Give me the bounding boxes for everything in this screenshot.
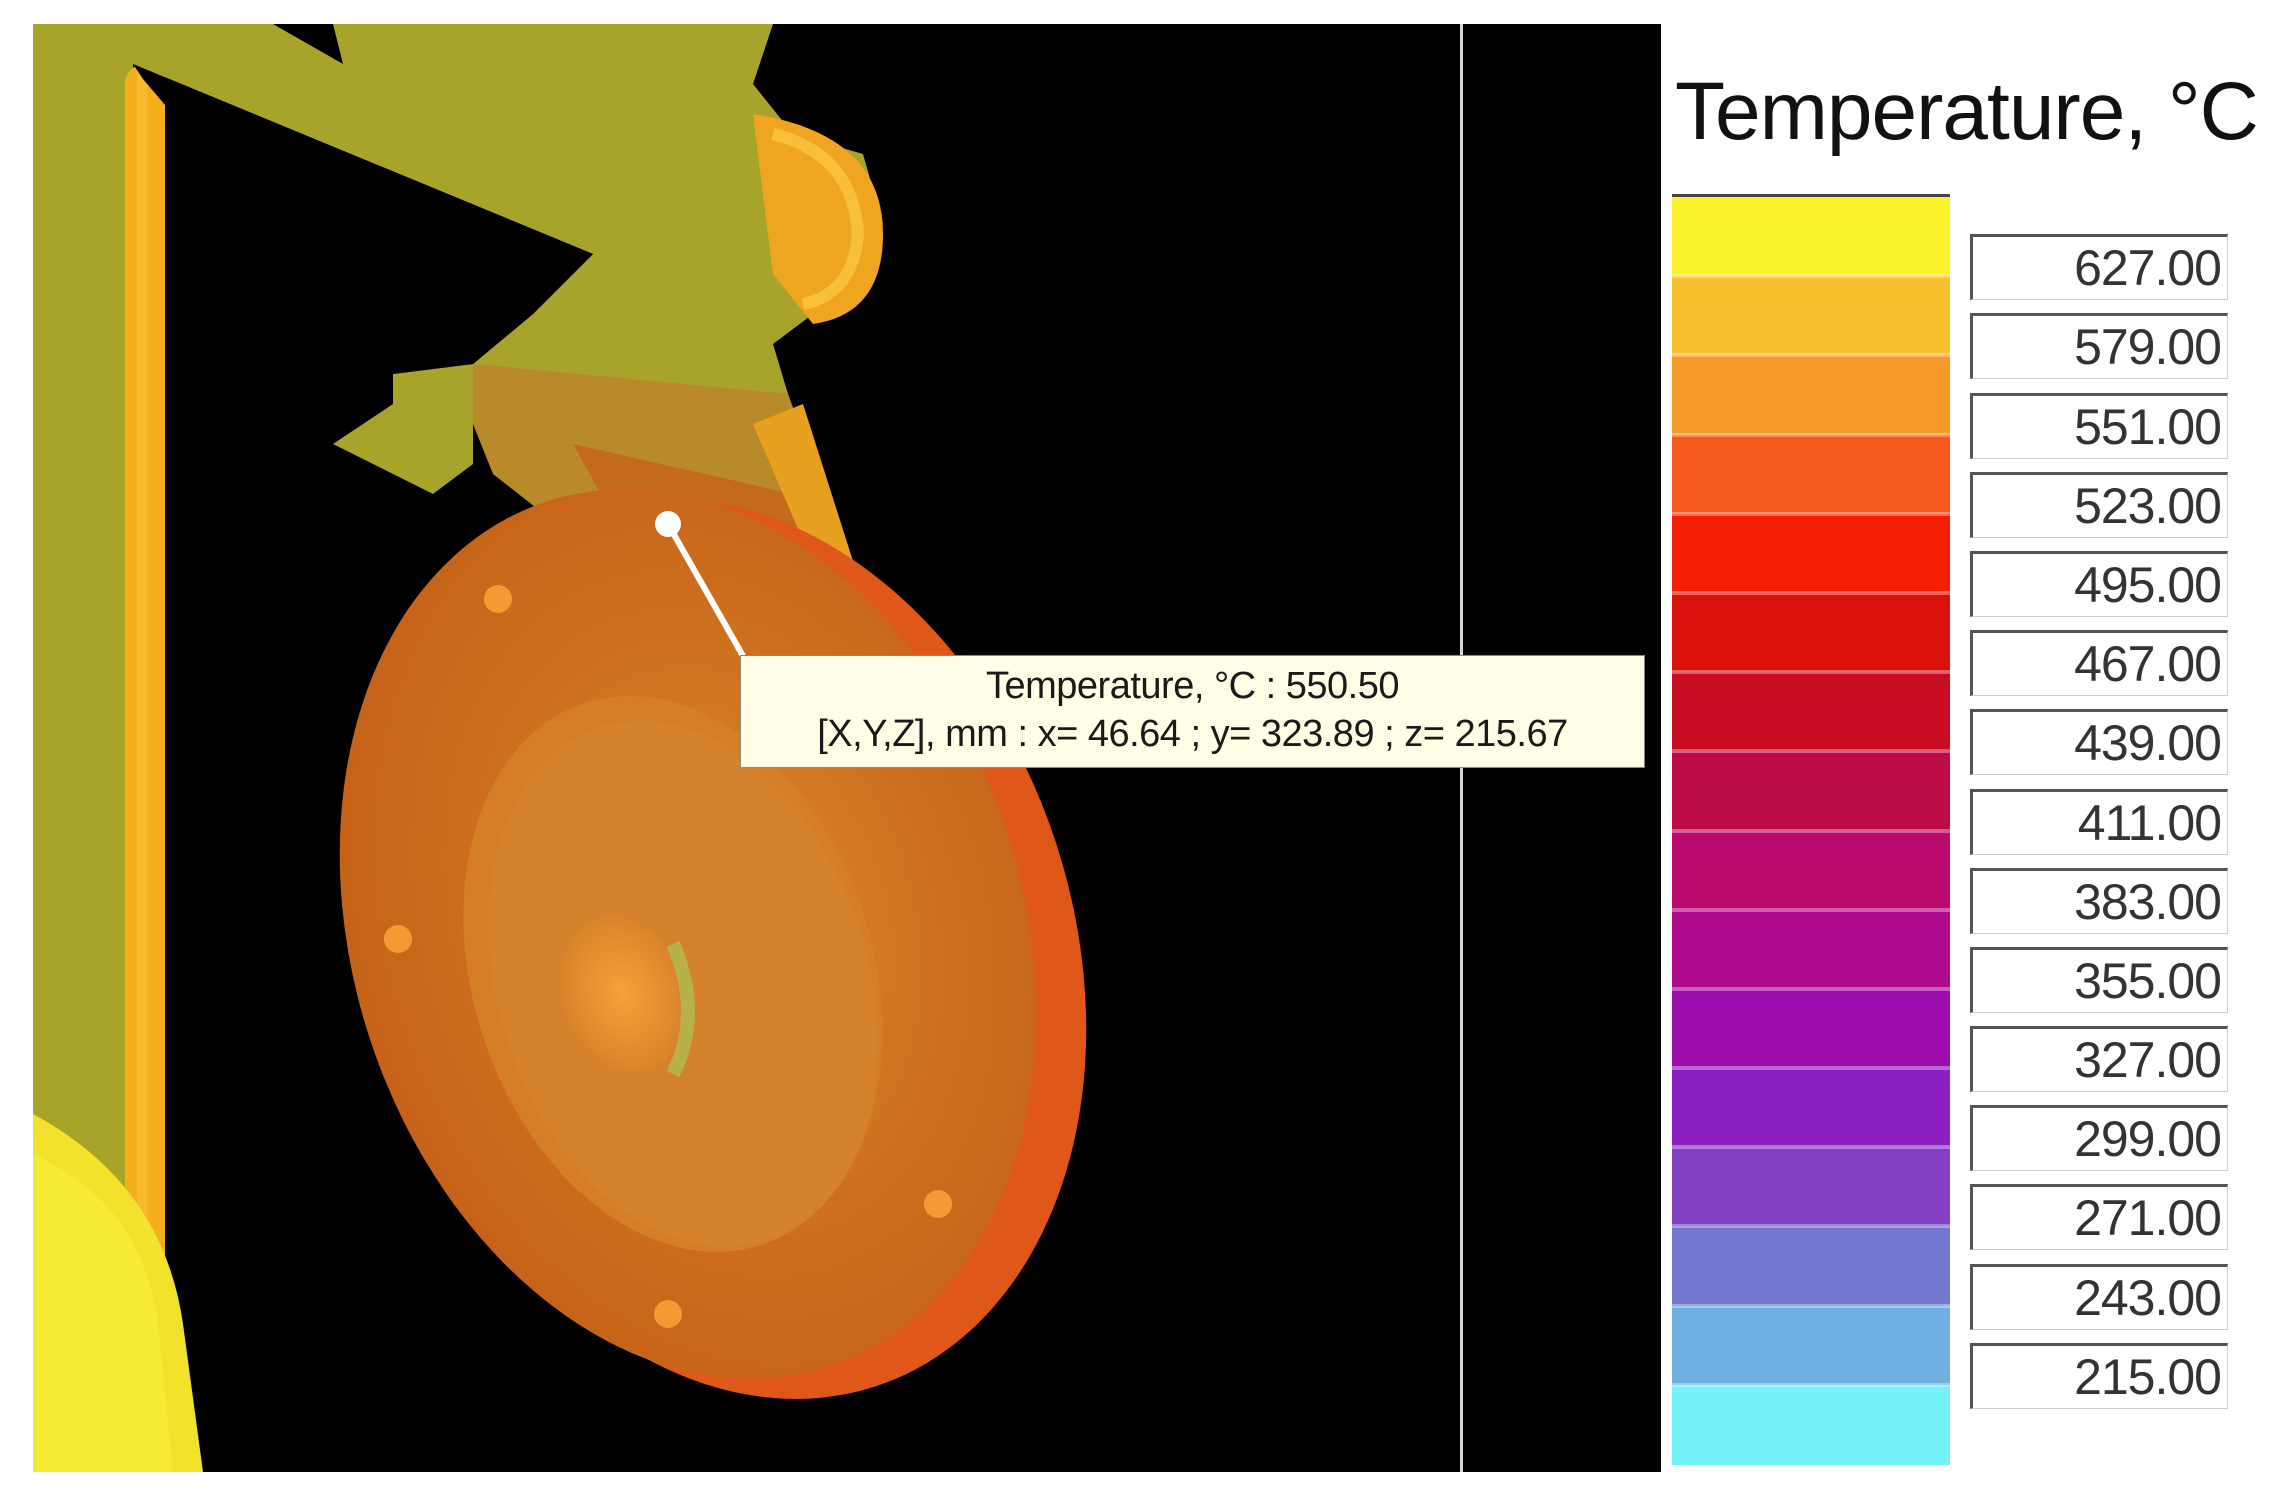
legend-swatch [1672,434,1950,515]
legend-swatch [1672,355,1950,436]
legend-swatch-separator [1672,511,1950,516]
legend-swatch-separator [1672,986,1950,991]
disc-hub [560,915,686,1073]
legend-value-box[interactable]: 215.00 [1970,1342,2228,1409]
legend-value-box[interactable]: 355.00 [1970,946,2228,1013]
tooltip-coordinates: [X,Y,Z], mm : x= 46.64 ; y= 323.89 ; z= … [817,713,1568,755]
probe-tooltip: Temperature, °C : 550.50 [X,Y,Z], mm : x… [740,655,1645,768]
legend-value-box[interactable]: 271.00 [1970,1184,2228,1251]
bolt-hole [924,1190,952,1218]
legend-swatch-separator [1672,590,1950,595]
legend-value-box[interactable]: 495.00 [1970,550,2228,617]
legend-swatch-separator [1672,432,1950,437]
thermal-model [33,24,1087,1472]
bolt-hole [484,585,512,613]
legend-swatch [1672,592,1950,673]
legend-swatch [1672,988,1950,1069]
legend-value-box[interactable]: 327.00 [1970,1026,2228,1093]
legend-value-box[interactable]: 467.00 [1970,630,2228,697]
legend-swatch [1672,1305,1950,1386]
legend-value-box[interactable]: 383.00 [1970,867,2228,934]
legend-swatch-separator [1672,1303,1950,1308]
legend-swatch [1672,1226,1950,1307]
bolt-hole [654,1300,682,1328]
legend-swatch-separator [1672,749,1950,754]
legend-value-box[interactable]: 627.00 [1970,234,2228,301]
legend-swatch-separator [1672,1066,1950,1071]
legend-value-box[interactable]: 299.00 [1970,1105,2228,1172]
legend-swatch [1672,830,1950,911]
legend-swatch [1672,1147,1950,1228]
3d-viewport[interactable] [33,24,1661,1472]
legend-swatch [1672,909,1950,990]
probe-point [655,511,681,537]
legend-value-box[interactable]: 439.00 [1970,709,2228,776]
tooltip-temperature: Temperature, °C : 550.50 [986,665,1399,707]
legend-swatch [1672,513,1950,594]
legend-swatch-separator [1672,1224,1950,1229]
legend-swatch [1672,1068,1950,1149]
legend-swatch [1672,1384,1950,1465]
legend-swatch [1672,751,1950,832]
legend-value-box[interactable]: 579.00 [1970,313,2228,380]
legend-value-box[interactable]: 243.00 [1970,1263,2228,1330]
legend-swatch-separator [1672,670,1950,675]
legend-swatch [1672,276,1950,357]
legend-swatch-separator [1672,907,1950,912]
legend-value-box[interactable]: 551.00 [1970,392,2228,459]
legend-swatch [1672,672,1950,753]
legend-swatch-separator [1672,1145,1950,1150]
legend-swatch-separator [1672,353,1950,358]
bolt-hole [384,925,412,953]
left-bracket [33,24,343,1472]
legend-value-box[interactable]: 523.00 [1970,471,2228,538]
legend-value-box[interactable]: 411.00 [1970,788,2228,855]
legend-swatch-separator [1672,274,1950,279]
legend-swatch-separator [1672,1382,1950,1387]
legend-color-bar [1672,194,1950,1465]
legend-title: Temperature, °C [1675,66,2259,157]
legend-swatch-separator [1672,828,1950,833]
probe-leader-line [665,522,746,658]
legend-swatch [1672,197,1950,277]
